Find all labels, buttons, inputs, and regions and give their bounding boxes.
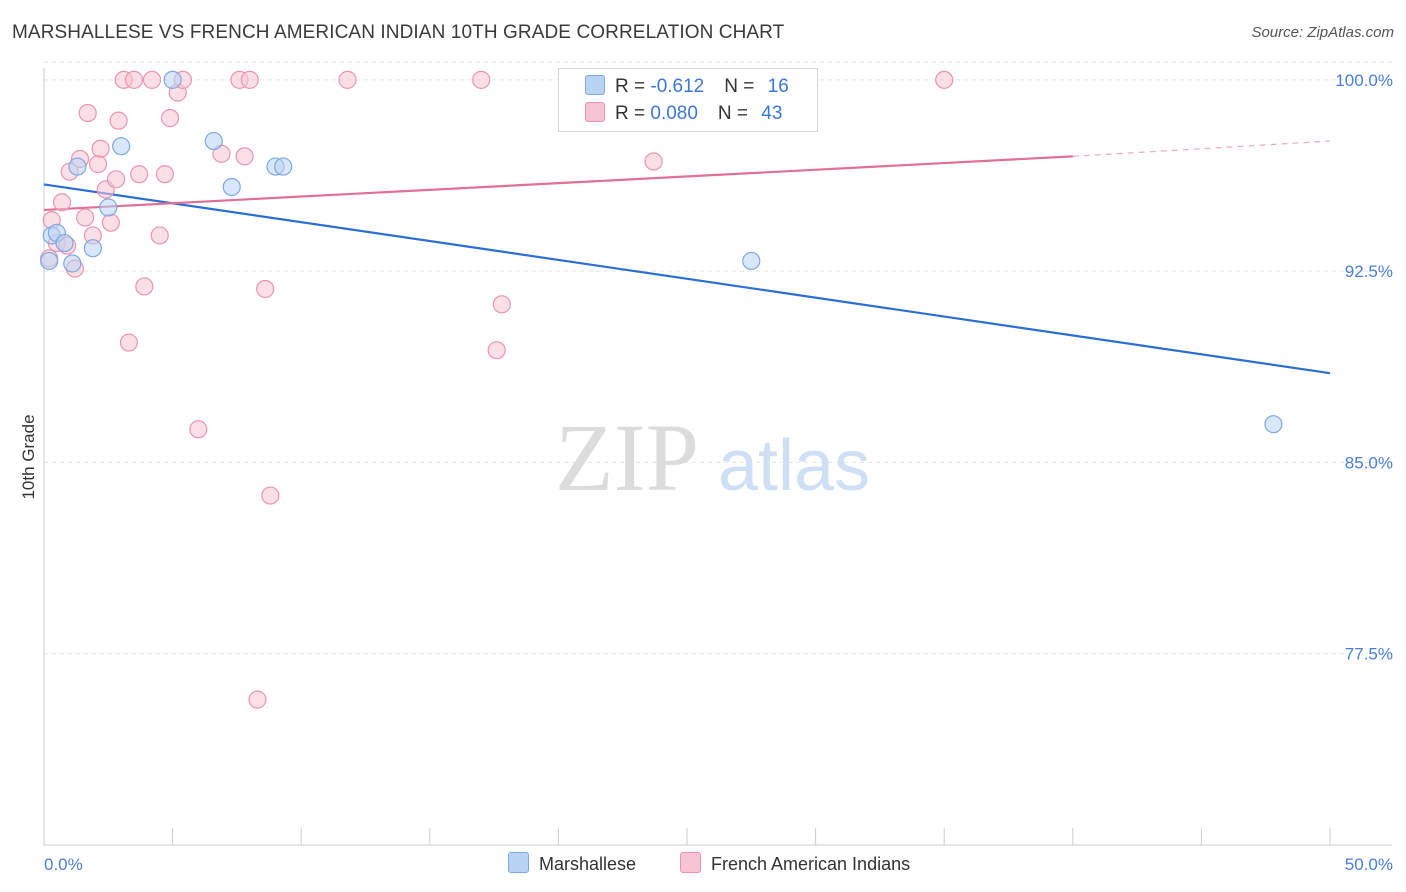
point-marshallese xyxy=(274,157,293,176)
point-marshallese xyxy=(83,239,102,258)
source-label: Source: ZipAtlas.com xyxy=(1251,24,1394,41)
point-french-american-indians xyxy=(76,208,95,227)
point-french-american-indians xyxy=(119,333,138,352)
point-marshallese xyxy=(742,251,761,271)
point-french-american-indians xyxy=(135,277,154,296)
point-french-american-indians xyxy=(472,70,491,89)
legend-n-label: N = xyxy=(717,103,754,124)
point-french-american-indians xyxy=(142,70,162,89)
legend-row-marshallese: R = -0.612 N = 16 xyxy=(585,75,789,99)
legend-r-value: -0.612 xyxy=(650,76,705,97)
point-marshallese xyxy=(55,233,74,253)
point-marshallese xyxy=(163,70,182,89)
point-french-american-indians xyxy=(338,70,357,89)
point-french-american-indians xyxy=(150,226,169,245)
point-french-american-indians xyxy=(124,70,144,89)
trend-extension-french-american-indians xyxy=(1072,140,1331,157)
trend-lines xyxy=(43,140,1331,375)
point-french-american-indians xyxy=(78,103,97,123)
bottom-swatch-blue xyxy=(508,852,529,873)
y-tick-label: 92.5% xyxy=(1345,262,1393,281)
watermark-zip: ZIP xyxy=(555,404,699,511)
point-french-american-indians xyxy=(130,165,149,184)
point-french-american-indians xyxy=(492,295,511,314)
y-tick-labels: 100.0% 92.5% 85.0% 77.5% xyxy=(1335,71,1393,664)
point-french-american-indians xyxy=(256,279,275,299)
legend-swatch-blue xyxy=(585,75,605,95)
watermark-atlas: atlas xyxy=(718,426,870,506)
y-axis-title: 10th Grade xyxy=(19,414,38,499)
point-marshallese xyxy=(40,251,59,271)
y-tick-label: 77.5% xyxy=(1345,645,1393,664)
x-tick-label: 0.0% xyxy=(44,855,83,874)
point-french-american-indians xyxy=(248,690,267,709)
legend-r-label: R = xyxy=(615,76,651,97)
point-french-american-indians xyxy=(644,152,663,171)
point-french-american-indians xyxy=(487,341,506,360)
point-french-american-indians xyxy=(109,111,128,130)
point-marshallese xyxy=(1264,415,1283,434)
point-french-american-indians xyxy=(240,70,259,89)
x-tick-label: 50.0% xyxy=(1345,855,1393,874)
y-tick-label: 100.0% xyxy=(1335,71,1393,90)
point-marshallese xyxy=(68,157,87,176)
trend-line-french-american-indians xyxy=(43,155,1073,212)
trend-line-marshallese xyxy=(43,183,1331,375)
data-points xyxy=(40,70,1283,709)
watermark: ZIP atlas xyxy=(555,404,870,511)
bottom-legend-french-american-indians: French American Indians xyxy=(680,852,910,875)
point-french-american-indians xyxy=(935,70,954,89)
point-french-american-indians xyxy=(88,154,108,174)
point-french-american-indians xyxy=(91,139,110,158)
bottom-legend-marshallese: Marshallese xyxy=(508,852,636,875)
grid-lines xyxy=(44,61,1392,655)
point-marshallese xyxy=(222,177,241,197)
point-marshallese xyxy=(204,131,223,151)
point-french-american-indians xyxy=(160,109,180,128)
legend-n-label: N = xyxy=(724,76,760,97)
legend-r-value: 0.080 xyxy=(650,103,698,124)
point-french-american-indians xyxy=(155,165,174,184)
point-french-american-indians xyxy=(101,213,120,232)
point-french-american-indians xyxy=(235,147,254,166)
legend-r-label: R = xyxy=(615,103,651,124)
point-marshallese xyxy=(63,254,82,273)
y-tick-label: 85.0% xyxy=(1345,453,1393,472)
x-tick-labels: 0.0% 50.0% xyxy=(44,855,1393,874)
point-french-american-indians xyxy=(189,420,208,439)
chart-title: MARSHALLESE VS FRENCH AMERICAN INDIAN 10… xyxy=(12,22,785,43)
axes xyxy=(43,68,1392,846)
point-french-american-indians xyxy=(261,486,280,505)
legend-swatch-pink xyxy=(585,102,605,122)
point-french-american-indians xyxy=(106,170,126,189)
bottom-legend-label: Marshallese xyxy=(539,854,637,874)
legend-row-french-american-indians: R = 0.080 N = 43 xyxy=(585,102,782,126)
bottom-legend-label: French American Indians xyxy=(711,854,911,874)
point-marshallese xyxy=(112,137,131,156)
point-marshallese xyxy=(99,198,118,217)
legend-n-value: 16 xyxy=(767,76,789,97)
bottom-swatch-pink xyxy=(680,852,701,873)
stats-legend: R = -0.612 N = 16 R = 0.080 N = 43 xyxy=(558,68,818,132)
point-french-american-indians xyxy=(52,193,72,212)
legend-n-value: 43 xyxy=(761,103,783,124)
